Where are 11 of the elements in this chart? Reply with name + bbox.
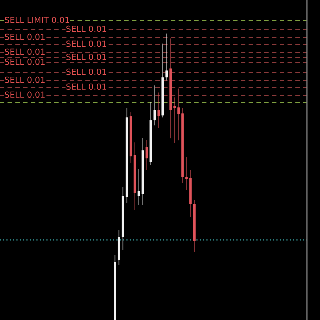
ref-line-label: SELL 0.01 [5,58,45,66]
ref-line-label: SELL 0.01 [5,92,45,98]
ref-line-label: SELL 0.01 [66,26,106,32]
ref-line-label: SELL 0.01 [5,48,45,56]
ref-line-label: SELL 0.01 [66,40,106,48]
ref-line-label: SELL 0.01 [5,76,45,84]
ref-line-label: SELL 0.01 [5,34,45,40]
ref-line-label: SELL LIMIT 0.01 [5,17,70,24]
ref-line-label: SELL 0.01 [66,68,106,76]
ref-line-label: SELL 0.01 [66,84,106,90]
ref-line-label: SELL 0.01 [66,54,106,60]
